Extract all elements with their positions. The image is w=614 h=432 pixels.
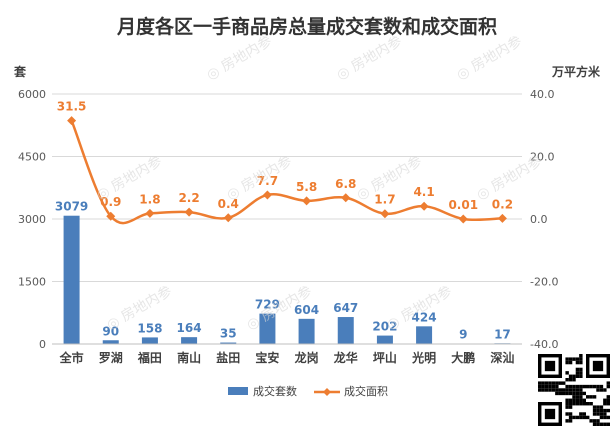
category-label: 福田 [137, 350, 162, 365]
bar-data-label: 647 [333, 301, 358, 315]
bar-data-label: 17 [494, 327, 511, 341]
legend-marker [323, 388, 331, 396]
legend-label-line: 成交面积 [344, 384, 388, 398]
right-axis-unit: 万平方米 [551, 64, 601, 79]
line-data-label: 4.1 [413, 185, 434, 199]
category-label: 盐田 [216, 350, 240, 365]
bar-data-label: 35 [220, 327, 237, 341]
bar-data-label: 164 [177, 321, 202, 335]
bar [63, 215, 80, 344]
category-label: 南山 [177, 350, 201, 365]
bar [220, 342, 237, 344]
bar-data-label: 604 [294, 303, 319, 317]
legend: 成交套数 成交面积 [228, 384, 388, 398]
bar [102, 340, 119, 344]
watermark-text: ◎ 房地内参 [334, 32, 405, 83]
line-marker [145, 208, 155, 218]
category-label: 罗湖 [99, 350, 123, 365]
line-data-label: 0.01 [448, 198, 478, 212]
left-axis-unit: 套 [13, 64, 27, 79]
right-axis: -40.0 -20.0 0.0 20.0 40.0 万平方米 [530, 64, 601, 351]
line-marker [302, 196, 312, 206]
category-label: 深汕 [490, 350, 514, 365]
line-marker [262, 190, 272, 200]
left-axis: 0 1500 3000 4500 6000 套 [13, 64, 46, 351]
line-marker [380, 209, 390, 219]
bar [141, 337, 158, 344]
category-label: 龙岗 [295, 350, 319, 365]
category-label: 光明 [411, 350, 436, 365]
bar [298, 318, 315, 344]
bar [337, 317, 354, 344]
bar-series: 3079 90 158 164 35 729 604 647 202 424 9 17 [55, 200, 511, 345]
bar-data-label: 424 [412, 310, 437, 324]
line-marker [458, 214, 468, 224]
line-marker [419, 201, 429, 211]
bar [376, 335, 393, 344]
line-marker [184, 207, 194, 217]
line-data-label: 0.4 [218, 197, 239, 211]
qr-code-image [538, 354, 610, 426]
left-tick-label: 1500 [18, 276, 46, 289]
legend-swatch-bar [228, 387, 248, 395]
line-marker [106, 211, 116, 221]
left-tick-label: 6000 [18, 88, 46, 101]
bar-data-label: 202 [372, 320, 397, 334]
watermark-text: ◎ 房地内参 [454, 32, 525, 83]
line-data-label: 1.7 [374, 193, 395, 207]
right-tick-label: 40.0 [530, 88, 555, 101]
watermark-text: ◎ 房地内参 [204, 32, 275, 83]
line-data-label: 5.8 [296, 180, 317, 194]
bar [416, 326, 433, 344]
category-label: 宝安 [255, 350, 279, 365]
line-marker [497, 213, 507, 223]
right-tick-label: -40.0 [530, 338, 558, 351]
right-tick-label: 0.0 [530, 213, 548, 226]
line-data-label: 1.8 [139, 192, 160, 206]
watermarks: ◎ 房地内参 ◎ 房地内参 ◎ 房地内参◎ 房地内参 ◎ 房地内参 ◎ 房地内参 ◎ 房地… [94, 32, 545, 333]
watermark-text: ◎ 房地内参 [474, 152, 545, 203]
line-series: 31.5 0.9 1.8 2.2 0.4 7.7 5.8 6.8 1.7 4.1 0.01 0.2 [57, 100, 513, 225]
category-label: 全市 [59, 350, 84, 365]
line-marker [341, 193, 351, 203]
bar-data-label: 9 [459, 328, 467, 342]
line-data-label: 2.2 [178, 191, 199, 205]
left-tick-label: 4500 [18, 151, 46, 164]
category-label: 大鹏 [451, 350, 475, 365]
line-data-label: 0.9 [100, 195, 121, 209]
line-data-label: 0.2 [492, 197, 513, 211]
bar-data-label: 90 [102, 324, 119, 338]
category-label: 龙华 [334, 350, 358, 365]
legend-label-bars: 成交套数 [253, 384, 297, 398]
line-data-label: 31.5 [57, 100, 87, 114]
bar-data-label: 3079 [55, 200, 88, 214]
line-marker [223, 213, 233, 223]
chart-title: 月度各区一手商品房总量成交套数和成交面积 [116, 16, 497, 38]
line-data-label: 6.8 [335, 177, 356, 191]
bar-data-label: 158 [137, 321, 162, 335]
line-marker [67, 116, 77, 126]
left-tick-label: 3000 [18, 213, 46, 226]
x-axis: 全市 罗湖 福田 南山 盐田 宝安 龙岗 龙华 坪山 光明 大鹏 深汕 [52, 343, 522, 365]
bar-data-label: 729 [255, 298, 280, 312]
watermark-text: ◎ 房地内参 [384, 282, 455, 333]
left-tick-label: 0 [39, 338, 46, 351]
bar [181, 337, 198, 344]
category-label: 坪山 [373, 350, 397, 365]
line-data-label: 7.7 [257, 174, 278, 188]
bar [259, 313, 276, 344]
right-tick-label: 20.0 [530, 151, 555, 164]
right-tick-label: -20.0 [530, 276, 558, 289]
